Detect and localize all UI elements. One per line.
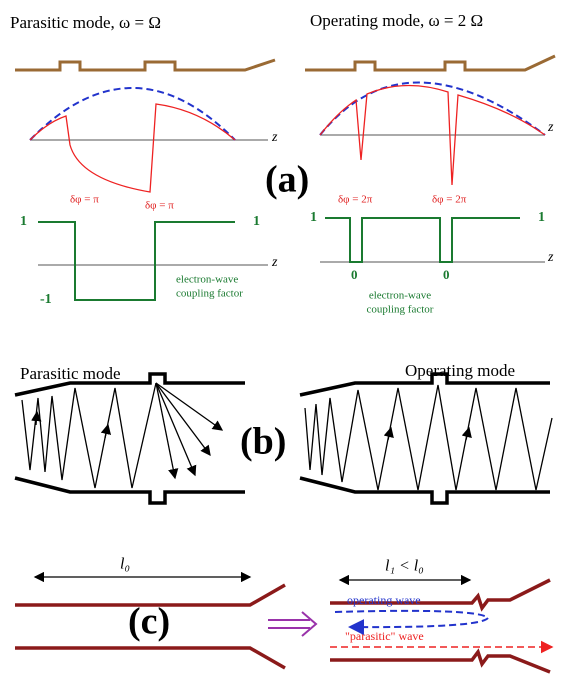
level-label: 0 <box>443 267 450 282</box>
level-label: 1 <box>20 214 27 229</box>
length-label: l₁ < l₀ <box>385 558 424 575</box>
level-label: 1 <box>253 214 260 229</box>
level-label: 1 <box>538 210 545 225</box>
tube-wall <box>300 478 550 503</box>
level-label: 0 <box>351 267 358 282</box>
figure: Parasitic mode, ω = Ω z δφ = π δφ = π 1 … <box>0 0 572 675</box>
phase-label: δφ = 2π <box>432 194 467 206</box>
ray <box>156 383 175 478</box>
wave-label: operating wave <box>347 593 421 607</box>
implies-arrow <box>268 612 316 636</box>
waveguide-profile <box>305 56 555 70</box>
coupling-label: coupling factor <box>367 304 434 316</box>
title: Operating mode <box>405 361 515 380</box>
ray <box>305 385 552 490</box>
phase-label: δφ = π <box>145 200 174 212</box>
panel-label: (b) <box>240 421 286 463</box>
phase-label: δφ = 2π <box>338 194 373 206</box>
field-profile <box>30 104 235 192</box>
axis-label: z <box>547 120 554 135</box>
level-label: -1 <box>40 292 52 307</box>
title: Parasitic mode <box>20 364 121 383</box>
ray <box>22 383 156 488</box>
coupling-label: electron-wave <box>369 290 431 302</box>
title: Operating mode, ω = 2 Ω <box>310 11 483 30</box>
axis-label: z <box>271 130 278 145</box>
guide-wall <box>330 652 550 672</box>
wave-label: "parasitic" wave <box>345 629 424 643</box>
operating-wave <box>335 611 488 627</box>
length-label: l₀ <box>120 556 130 573</box>
envelope <box>30 88 235 140</box>
axis-label: z <box>547 250 554 265</box>
coupling-step <box>325 218 520 262</box>
waveguide-profile <box>15 60 275 70</box>
envelope <box>320 83 545 136</box>
axis-label: z <box>271 255 278 270</box>
tube-wall <box>15 478 245 503</box>
level-label: 1 <box>310 210 317 225</box>
panel-label: (a) <box>265 159 309 201</box>
title: Parasitic mode, ω = Ω <box>10 13 161 32</box>
ray <box>105 425 108 438</box>
ray <box>156 383 210 455</box>
coupling-label: coupling factor <box>176 288 243 300</box>
panel-label: (c) <box>128 601 170 643</box>
coupling-label: electron-wave <box>176 274 238 286</box>
phase-label: δφ = π <box>70 194 99 206</box>
guide-wall <box>15 648 285 668</box>
